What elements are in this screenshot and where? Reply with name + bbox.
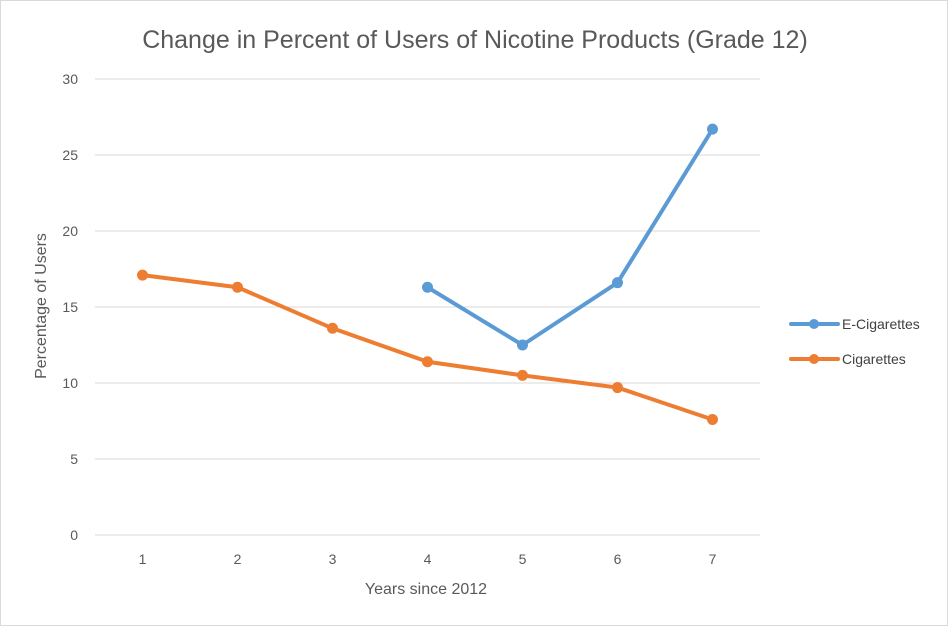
legend: E-Cigarettes Cigarettes bbox=[789, 316, 920, 367]
data-point bbox=[612, 382, 623, 394]
legend-marker bbox=[809, 354, 819, 364]
x-axis-tick-labels: 1 2 3 4 5 6 7 bbox=[139, 551, 717, 567]
series-points bbox=[137, 123, 718, 425]
data-point bbox=[422, 281, 433, 293]
series-line bbox=[425, 127, 715, 347]
legend-label: E-Cigarettes bbox=[842, 316, 920, 332]
y-tick-label: 15 bbox=[62, 299, 78, 315]
chart-title: Change in Percent of Users of Nicotine P… bbox=[142, 26, 808, 54]
series-lines bbox=[140, 127, 715, 422]
y-tick-label: 0 bbox=[70, 527, 78, 543]
data-point bbox=[327, 322, 338, 334]
data-point bbox=[612, 277, 623, 289]
data-point bbox=[137, 269, 148, 281]
x-tick-label: 1 bbox=[139, 551, 147, 567]
series-line bbox=[140, 273, 715, 422]
data-point bbox=[232, 281, 243, 293]
data-point bbox=[517, 369, 528, 381]
data-point bbox=[422, 356, 433, 368]
x-tick-label: 6 bbox=[614, 551, 622, 567]
x-tick-label: 4 bbox=[424, 551, 432, 567]
y-axis-title: Percentage of Users bbox=[33, 233, 50, 379]
y-tick-label: 30 bbox=[62, 71, 78, 87]
x-tick-label: 3 bbox=[329, 551, 337, 567]
y-tick-label: 10 bbox=[62, 375, 78, 391]
x-tick-label: 7 bbox=[709, 551, 717, 567]
data-point bbox=[517, 339, 528, 351]
data-point bbox=[707, 413, 718, 425]
x-axis-title: Years since 2012 bbox=[365, 581, 487, 598]
y-tick-label: 20 bbox=[62, 223, 78, 239]
y-tick-label: 5 bbox=[70, 451, 78, 467]
gridlines bbox=[95, 78, 760, 536]
x-tick-label: 5 bbox=[519, 551, 527, 567]
y-axis-tick-labels: 0 5 10 15 20 25 30 bbox=[62, 71, 78, 543]
x-tick-label: 2 bbox=[234, 551, 242, 567]
legend-label: Cigarettes bbox=[842, 351, 906, 367]
legend-marker bbox=[809, 319, 819, 329]
data-point bbox=[707, 123, 718, 135]
y-tick-label: 25 bbox=[62, 147, 78, 163]
